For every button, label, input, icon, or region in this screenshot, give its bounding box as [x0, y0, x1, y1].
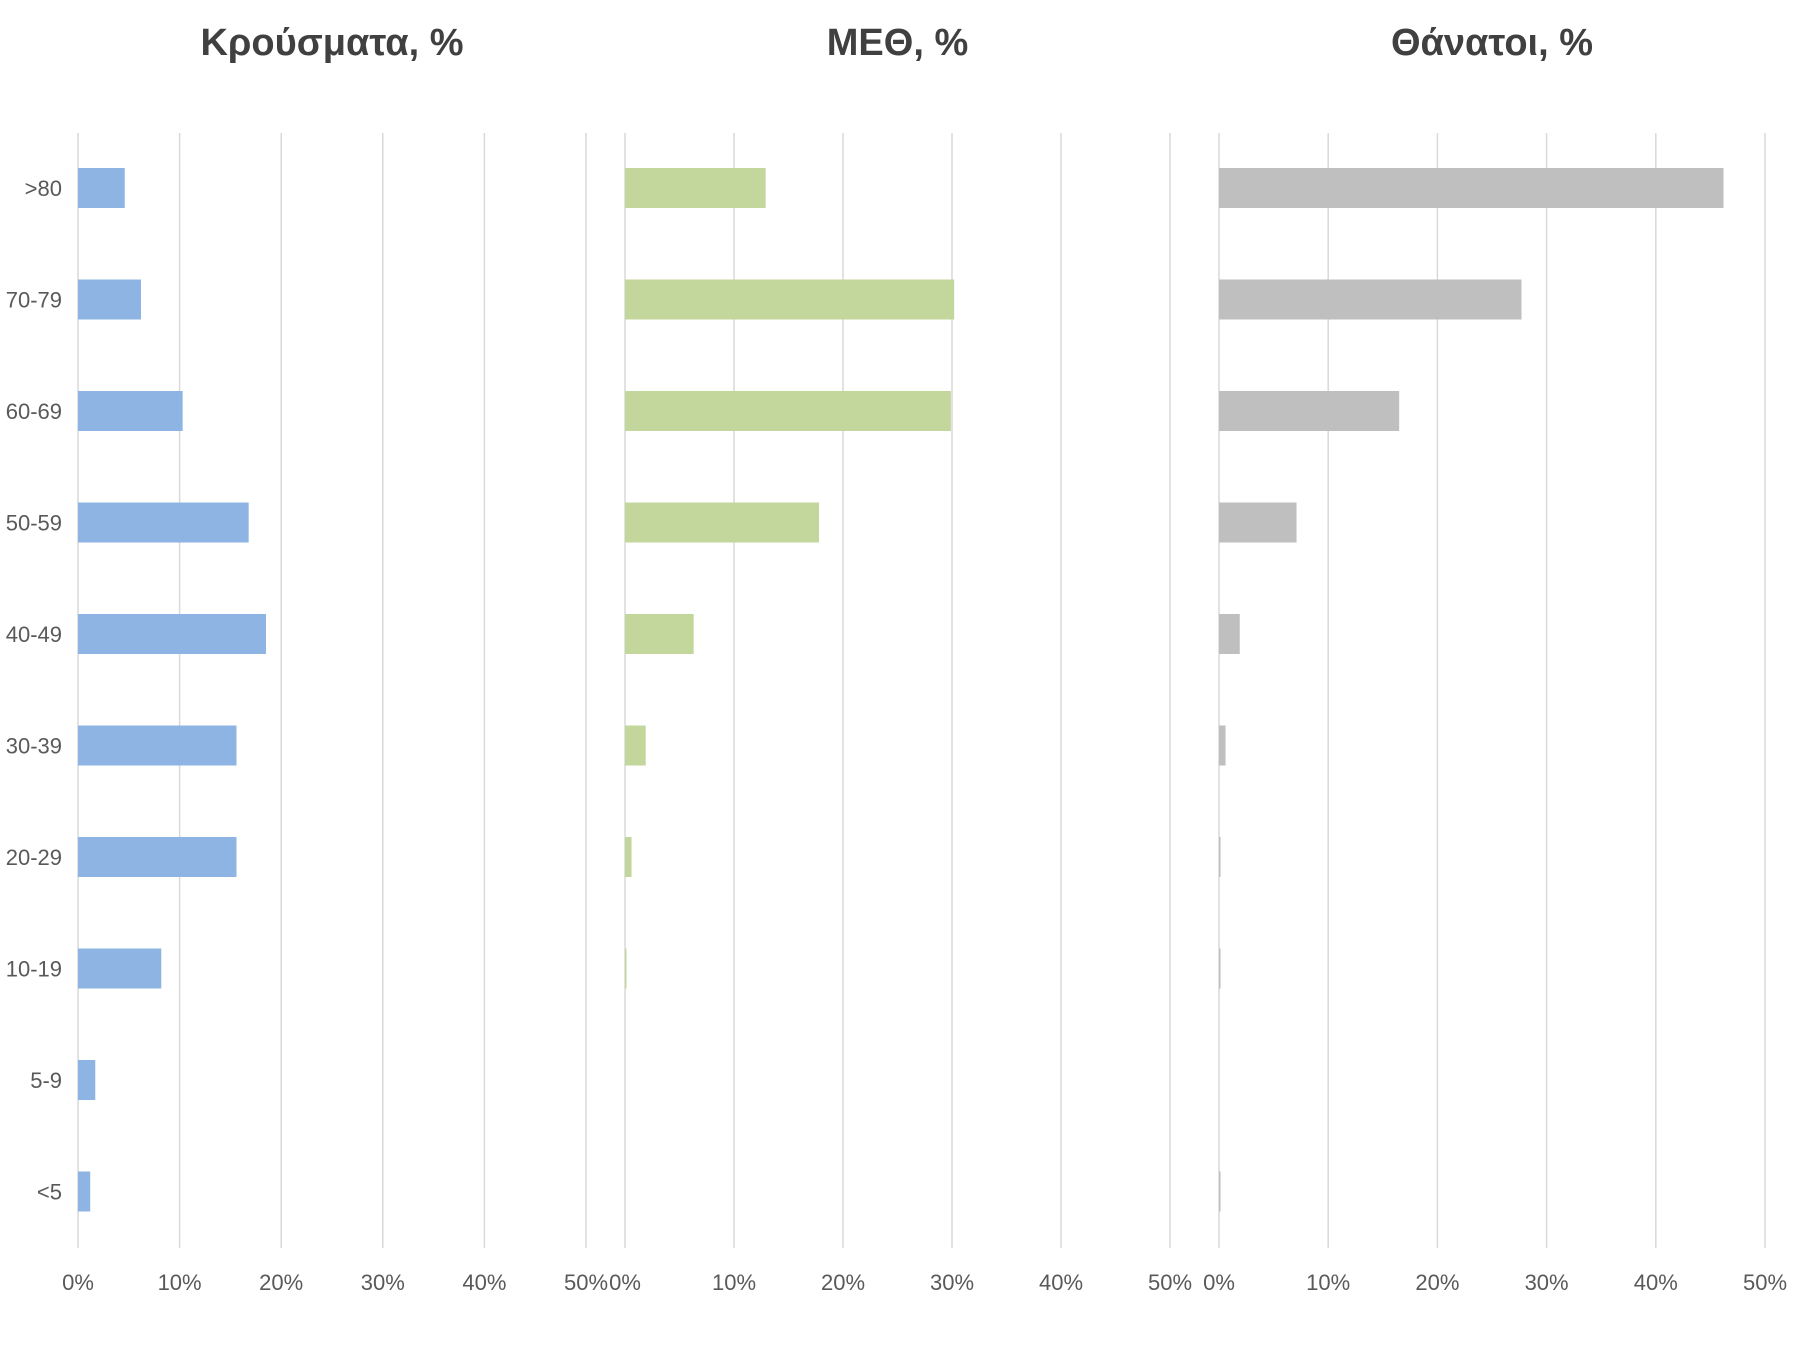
x-tick-label: 0% [1203, 1270, 1235, 1295]
category-label: >80 [25, 176, 62, 201]
x-tick-label: 40% [462, 1270, 506, 1295]
x-tick-label: 0% [609, 1270, 641, 1295]
bar [625, 502, 820, 543]
bar [625, 279, 955, 320]
panel-title: ΜΕΘ, % [827, 22, 968, 64]
bar [78, 279, 141, 320]
bar [78, 725, 237, 766]
bar [625, 725, 646, 766]
category-label: 5-9 [30, 1068, 62, 1093]
panel-title: Θάνατοι, % [1391, 22, 1593, 64]
category-label: 30-39 [6, 734, 62, 759]
x-tick-label: 30% [1525, 1270, 1569, 1295]
x-tick-label: 0% [62, 1270, 94, 1295]
bar [78, 1171, 91, 1212]
category-label: 20-29 [6, 845, 62, 870]
x-tick-label: 20% [259, 1270, 303, 1295]
bar [625, 614, 694, 654]
bar [78, 614, 266, 654]
bar [78, 502, 249, 543]
bar [625, 391, 951, 431]
bar [1219, 725, 1226, 766]
category-label: 70-79 [6, 288, 62, 313]
bar [1219, 502, 1297, 543]
bar [78, 837, 237, 877]
bar [78, 168, 125, 208]
bar [1219, 837, 1221, 877]
bar [625, 168, 766, 208]
x-tick-label: 10% [712, 1270, 756, 1295]
x-tick-label: 30% [930, 1270, 974, 1295]
bar [1219, 1171, 1221, 1212]
x-tick-label: 50% [1148, 1270, 1192, 1295]
x-tick-label: 50% [564, 1270, 608, 1295]
bar [78, 948, 162, 989]
bar [1219, 168, 1724, 208]
category-label: 10-19 [6, 957, 62, 982]
bar [1219, 391, 1400, 431]
panel-title: Κρούσματα, % [200, 22, 463, 64]
category-label: 50-59 [6, 511, 62, 536]
category-label: 60-69 [6, 399, 62, 424]
bar [78, 391, 183, 431]
bar [1219, 948, 1221, 989]
bar [625, 837, 632, 877]
panel-2: ΜΕΘ, % 0% 10% 20% 30% 40% 50% [609, 22, 1192, 1295]
x-tick-label: 10% [1306, 1270, 1350, 1295]
panel-3: Θάνατοι, % 0% 10% 20% 30% 40% 50% [1203, 22, 1787, 1295]
x-tick-label: 20% [821, 1270, 865, 1295]
bar [78, 1060, 96, 1100]
x-tick-label: 50% [1743, 1270, 1787, 1295]
panel-1: Κρούσματα, % 0% 10% 20% 30% 40% 50% [62, 22, 608, 1295]
x-tick-label: 20% [1415, 1270, 1459, 1295]
bar [1219, 614, 1240, 654]
x-tick-label: 40% [1039, 1270, 1083, 1295]
x-tick-label: 30% [361, 1270, 405, 1295]
category-label: 40-49 [6, 622, 62, 647]
bar [1219, 279, 1522, 320]
bar [625, 948, 627, 989]
x-tick-label: 10% [158, 1270, 202, 1295]
category-label: <5 [37, 1180, 62, 1205]
x-tick-label: 40% [1634, 1270, 1678, 1295]
